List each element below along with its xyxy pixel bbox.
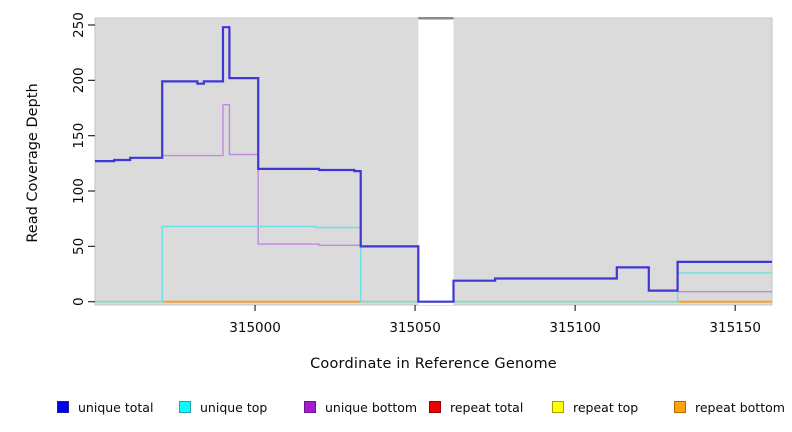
legend-swatch-icon xyxy=(552,401,564,413)
legend-swatch-icon xyxy=(179,401,191,413)
y-tick-label: 50 xyxy=(71,238,87,255)
y-axis-title: Read Coverage Depth xyxy=(25,83,41,243)
legend-label: unique top xyxy=(200,399,268,415)
x-axis-title: Coordinate in Reference Genome xyxy=(310,356,557,372)
legend-swatch-icon xyxy=(304,401,316,413)
legend-swatch-icon xyxy=(674,401,686,413)
series-line-unique-total xyxy=(95,26,772,303)
no-data-band xyxy=(418,17,454,305)
y-tick-label: 0 xyxy=(71,297,87,306)
x-tick-label: 315050 xyxy=(389,320,441,336)
legend-item-unique-bottom: unique bottom xyxy=(304,399,417,415)
no-data-band-cap xyxy=(418,17,454,20)
legend-label: repeat bottom xyxy=(695,399,785,415)
legend: unique total unique top unique bottom repea… xyxy=(0,399,792,419)
x-tick-label: 315150 xyxy=(709,320,761,336)
y-tick-label: 200 xyxy=(71,67,87,93)
y-tick-label: 100 xyxy=(71,178,87,204)
legend-item-unique-top: unique top xyxy=(179,399,267,415)
legend-label: repeat top xyxy=(573,399,639,415)
legend-label: unique bottom xyxy=(325,399,418,415)
legend-label: repeat total xyxy=(450,399,524,415)
y-tick-label: 150 xyxy=(71,123,87,149)
legend-swatch-icon xyxy=(57,401,69,413)
legend-item-repeat-bottom: repeat bottom xyxy=(674,399,785,415)
y-tick-label: 250 xyxy=(71,12,87,38)
x-tick-label: 315100 xyxy=(549,320,601,336)
legend-item-repeat-total: repeat total xyxy=(429,399,523,415)
legend-swatch-icon xyxy=(429,401,441,413)
legend-item-unique-total: unique total xyxy=(57,399,153,415)
legend-label: unique total xyxy=(78,399,154,415)
x-tick-label: 315000 xyxy=(229,320,281,336)
legend-item-repeat-top: repeat top xyxy=(552,399,638,415)
